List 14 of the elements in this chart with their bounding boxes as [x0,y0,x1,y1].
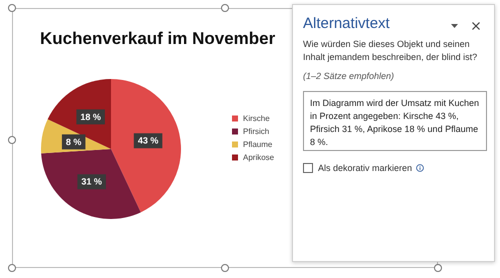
data-label: 43 % [138,136,158,146]
text: Im Diagramm wird der Umsatz mit Kuchen in Prozent angegeben: Kirsche 43 %, Pfirsich 31 %, Aprikose 18 % und Pflaume 8 %. [303,91,487,151]
legend-label: Kirsche [243,114,270,123]
chart-title: Kuchenverkauf im November [40,29,276,48]
legend-label: Aprikose [243,153,275,162]
text: (1–2 Sätze empfohlen) [303,71,396,81]
data-label: 8 % [66,136,82,147]
text: Wie würden Sie dieses Objekt und seinen Inhalt jemandem beschreiben, der blind ist? [303,38,478,64]
legend-label: Pflaume [243,140,273,149]
data-label: 18 % [80,112,101,122]
data-label: 31 % [81,176,102,187]
legend-label: Pfirsich [243,127,270,136]
text: Alternativtext [303,15,391,32]
text: Als dekorativ markieren [318,163,412,173]
